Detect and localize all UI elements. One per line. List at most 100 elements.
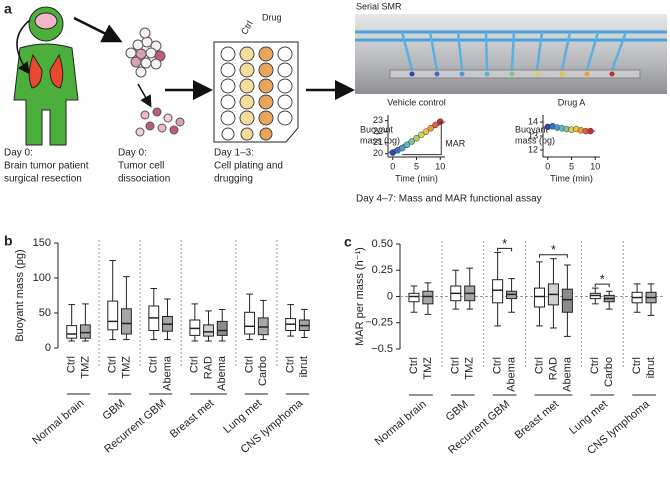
step-caption: Cell plating and bbox=[214, 161, 283, 172]
x-tick-label: Abema bbox=[161, 355, 173, 391]
x-tick-label: Abema bbox=[561, 356, 573, 392]
y-axis-label: mass (pg) bbox=[360, 135, 400, 145]
x-tick-label: Ctrl bbox=[243, 356, 255, 373]
point bbox=[403, 141, 411, 149]
y-tick-label: 22 bbox=[373, 126, 383, 136]
step-caption: Brain tumor patient bbox=[4, 161, 89, 172]
significance-label: * bbox=[551, 242, 556, 257]
x-tick-label: RAD bbox=[202, 356, 214, 379]
box bbox=[203, 324, 214, 337]
y-axis-label: Buoyant bbox=[515, 124, 549, 134]
x-tick-label: Ctrl bbox=[492, 357, 504, 374]
x-tick-label: Ctrl bbox=[189, 356, 201, 373]
x-tick-label: Ctrl bbox=[631, 357, 643, 374]
y-axis-label: Buoyant bbox=[360, 124, 394, 134]
x-tick-label: Ctrl bbox=[107, 356, 119, 373]
step-caption: Tumor cell bbox=[118, 161, 164, 172]
group-label: Breast met bbox=[168, 397, 216, 440]
arrow bbox=[73, 16, 123, 43]
cell-cluster bbox=[125, 27, 166, 78]
box bbox=[79, 324, 91, 339]
x-tick-label: 10 bbox=[435, 161, 445, 171]
x-tick-label: Ctrl bbox=[148, 356, 160, 373]
y-tick-label: 0 bbox=[387, 290, 393, 302]
box bbox=[422, 290, 434, 305]
point bbox=[587, 127, 594, 135]
plate-header: Ctrl bbox=[239, 19, 255, 36]
point bbox=[418, 131, 425, 139]
x-tick-label: Ctrl bbox=[533, 357, 545, 374]
x-tick-label: Abema bbox=[216, 355, 228, 391]
y-tick-label: 13 bbox=[528, 130, 538, 140]
step-caption: Day 0: bbox=[118, 148, 147, 159]
annotation: MAR bbox=[445, 138, 466, 148]
group-label: GBM bbox=[444, 398, 471, 423]
x-tick-label: Ctrl bbox=[408, 357, 420, 374]
y-axis-label: Buoyant mass (pg) bbox=[14, 249, 26, 341]
x-tick-label: RAD bbox=[547, 357, 559, 380]
step-caption: Day 0: bbox=[4, 148, 33, 159]
well-plate bbox=[213, 41, 299, 143]
x-tick-label: TMZ bbox=[120, 356, 132, 379]
x-tick-label: 5 bbox=[414, 161, 419, 171]
step-caption: drugging bbox=[214, 174, 253, 185]
y-tick-label: 0 bbox=[45, 342, 51, 354]
significance-label: * bbox=[502, 236, 507, 251]
x-tick-label: ibrut bbox=[645, 357, 657, 378]
group-label: Normal brain bbox=[30, 397, 86, 447]
x-tick-label: TMZ bbox=[422, 357, 434, 380]
box bbox=[216, 320, 228, 336]
x-tick-label: 5 bbox=[569, 161, 574, 171]
x-tick-label: Ctrl bbox=[285, 356, 297, 373]
box bbox=[107, 300, 119, 331]
x-tick-label: Ctrl bbox=[66, 356, 78, 373]
y-tick-label: 21 bbox=[373, 137, 383, 147]
box bbox=[492, 279, 504, 304]
y-tick-label: 14 bbox=[528, 116, 538, 126]
box bbox=[533, 287, 545, 308]
assay-caption: Day 4–7: Mass and MAR functional assay bbox=[356, 194, 542, 205]
x-tick-label: Ctrl bbox=[450, 357, 462, 374]
panel-label: c bbox=[344, 234, 352, 250]
y-tick-label: 12 bbox=[528, 144, 538, 154]
group-label: Breast met bbox=[513, 398, 561, 441]
chart-title: Drug A bbox=[558, 97, 586, 107]
y-axis-label: MAR per mass (h⁻¹) bbox=[354, 247, 366, 346]
x-axis-label: Time (min) bbox=[550, 173, 593, 183]
x-tick-label: 0 bbox=[545, 161, 550, 171]
significance-bracket bbox=[538, 254, 568, 258]
dissociated-cells bbox=[135, 107, 185, 137]
significance-label: * bbox=[600, 272, 605, 287]
box bbox=[408, 292, 420, 303]
significance-bracket bbox=[594, 283, 610, 288]
point bbox=[437, 118, 444, 125]
chart-title: Vehicle control bbox=[387, 97, 446, 107]
y-tick-label: 20 bbox=[373, 148, 383, 158]
step-caption: Day 1–3: bbox=[214, 148, 254, 159]
x-tick-label: ibrut bbox=[298, 356, 310, 377]
device-title: Serial SMR bbox=[356, 1, 402, 11]
smr-device bbox=[355, 14, 667, 94]
point bbox=[413, 134, 420, 142]
box bbox=[561, 288, 573, 313]
y-tick-label: 0.50 bbox=[372, 238, 393, 250]
y-tick-label: 0.25 bbox=[372, 264, 393, 276]
x-tick-label: Abema bbox=[505, 356, 517, 392]
patient-figure bbox=[13, 6, 79, 146]
x-tick-label: Ctrl bbox=[589, 357, 601, 374]
point bbox=[422, 128, 430, 135]
y-tick-label: −0.25 bbox=[365, 317, 393, 329]
step-caption: dissociation bbox=[118, 174, 170, 185]
x-tick-label: Carbo bbox=[603, 357, 615, 387]
group-label: GBM bbox=[100, 397, 127, 422]
significance-bracket bbox=[497, 247, 513, 252]
x-tick-label: Carbo bbox=[257, 356, 269, 386]
point bbox=[408, 138, 415, 145]
group-label: Normal brain bbox=[373, 398, 429, 448]
y-tick-label: 150 bbox=[33, 237, 51, 249]
point bbox=[427, 125, 434, 132]
plate-header: Drug bbox=[262, 12, 282, 22]
x-axis-label: Time (min) bbox=[395, 173, 438, 183]
box bbox=[66, 325, 78, 339]
